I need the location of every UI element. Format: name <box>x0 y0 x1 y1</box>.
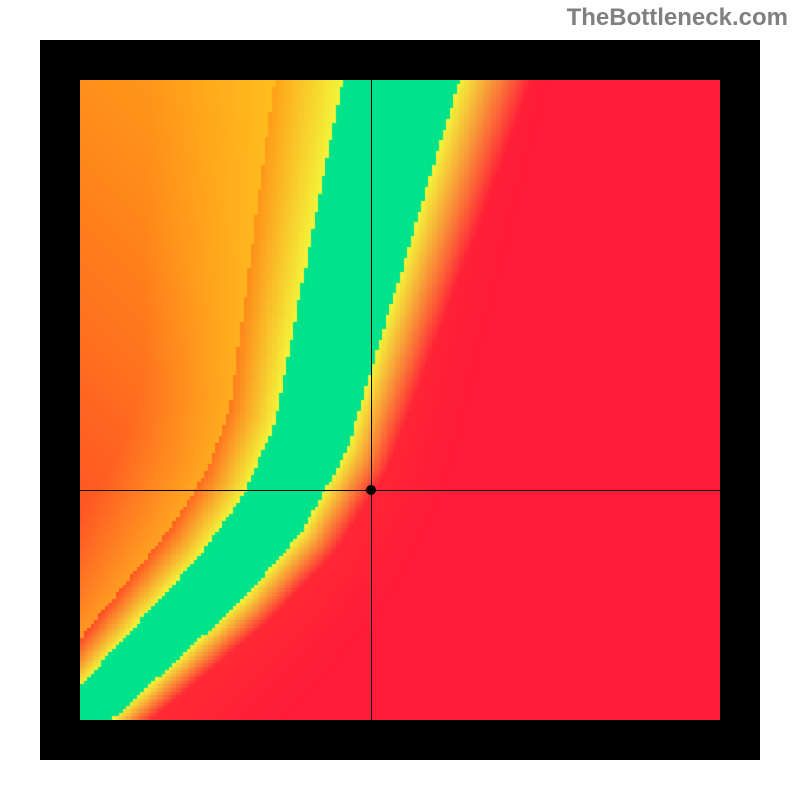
crosshair-vertical <box>371 80 372 720</box>
chart-container: TheBottleneck.com <box>0 0 800 800</box>
heatmap-canvas <box>80 80 720 720</box>
attribution-text: TheBottleneck.com <box>567 4 788 32</box>
crosshair-horizontal <box>80 490 720 491</box>
crosshair-marker <box>366 485 376 495</box>
plot-frame <box>40 40 760 760</box>
